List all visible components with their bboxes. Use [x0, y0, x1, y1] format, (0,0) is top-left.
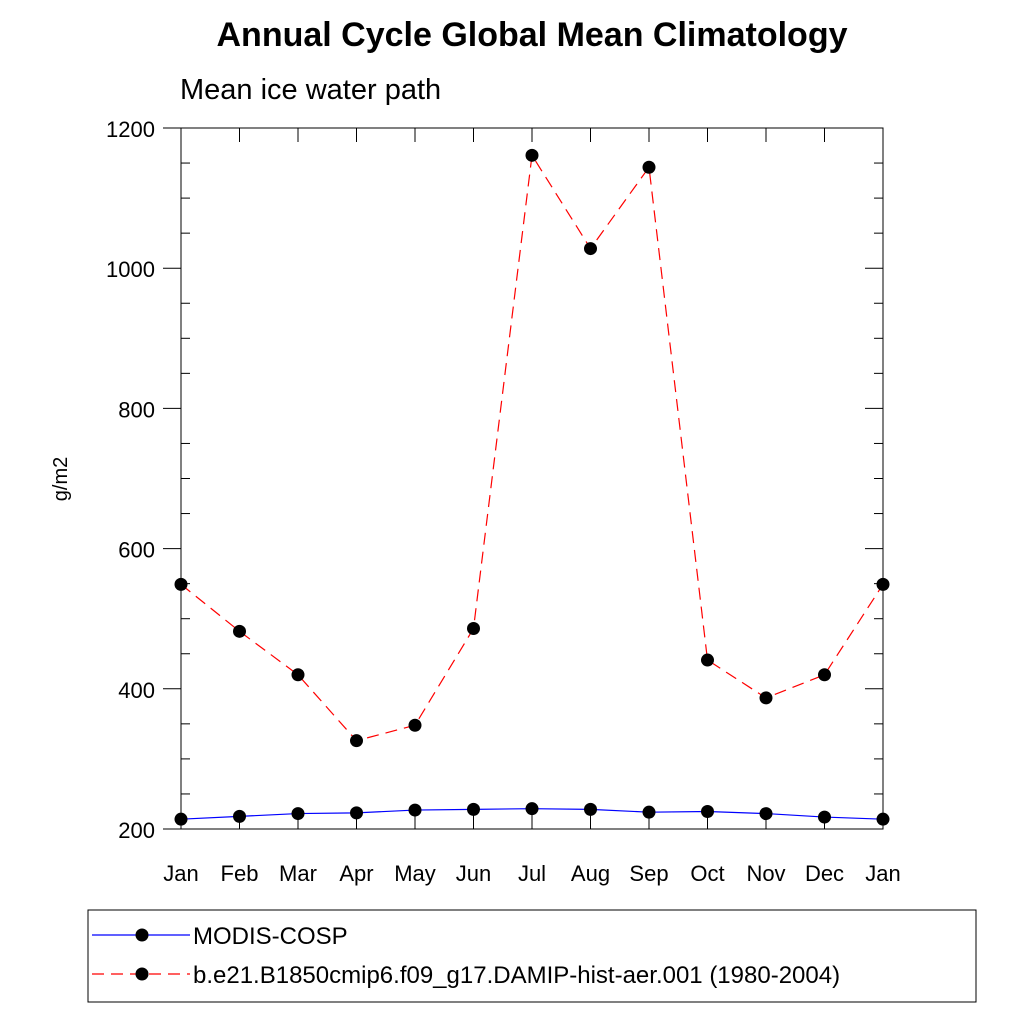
data-point-s1 — [525, 148, 539, 162]
data-point-s0 — [642, 805, 656, 819]
data-point-s1 — [467, 622, 480, 636]
data-point-s0 — [233, 809, 246, 823]
x-tick-label: Aug — [571, 861, 610, 886]
data-point-s1 — [233, 624, 246, 638]
y-tick-label: 200 — [118, 818, 155, 843]
y-tick-label: 1000 — [106, 257, 155, 282]
data-point-s0 — [291, 807, 305, 821]
series-group — [174, 148, 890, 826]
data-point-s1 — [291, 668, 305, 682]
data-point-s0 — [701, 804, 714, 818]
legend-marker-0 — [135, 928, 149, 942]
x-tick-label: Oct — [690, 861, 724, 886]
data-point-s0 — [350, 806, 363, 820]
x-tick-label: Jun — [456, 861, 491, 886]
data-point-s0 — [408, 803, 422, 817]
x-tick-label: May — [394, 861, 436, 886]
x-tick-label: Mar — [279, 861, 317, 886]
legend-box — [87, 909, 977, 1003]
x-tick-label: Sep — [629, 861, 668, 886]
x-tick-label: Jul — [518, 861, 546, 886]
axes: Jan Feb Mar Apr May Jun Jul Aug Sep Oct Nov Dec Jan 2… — [106, 117, 901, 886]
data-point-s1 — [759, 691, 773, 705]
data-point-s1 — [876, 577, 890, 591]
legend-label-0: MODIS-COSP — [193, 923, 348, 950]
y-tick-label: 800 — [118, 397, 155, 422]
x-tick-label: Feb — [221, 861, 259, 886]
data-point-s1 — [818, 668, 831, 682]
series-line-1 — [180, 153, 884, 742]
plot-frame — [180, 127, 884, 830]
y-tick-label: 400 — [118, 678, 155, 703]
data-point-s1 — [408, 718, 422, 732]
y-axis-label: g/m2 — [50, 457, 72, 501]
data-point-s0 — [818, 810, 831, 824]
data-point-s1 — [350, 734, 363, 748]
data-point-s0 — [584, 802, 597, 816]
x-tick-label: Apr — [339, 861, 373, 886]
y-tick-label: 600 — [118, 538, 155, 563]
legend: MODIS-COSP b.e21.B1850cmip6.f09_g17.DAMIP… — [87, 909, 977, 1003]
data-point-s0 — [759, 807, 773, 821]
x-tick-label: Jan — [163, 861, 198, 886]
x-tick-label: Dec — [805, 861, 844, 886]
chart-title: Annual Cycle Global Mean Climatology — [217, 16, 848, 54]
x-tick-label: Nov — [746, 861, 785, 886]
x-tick-label: Jan — [865, 861, 900, 886]
data-point-s1 — [701, 653, 714, 667]
data-point-s1 — [642, 160, 656, 174]
legend-label-1: b.e21.B1850cmip6.f09_g17.DAMIP-hist-aer.… — [193, 962, 840, 989]
data-point-s0 — [525, 802, 539, 816]
data-point-s1 — [584, 242, 597, 256]
y-tick-label: 1200 — [106, 117, 155, 142]
data-point-s1 — [174, 577, 188, 591]
legend-marker-1 — [135, 967, 149, 981]
data-point-s0 — [467, 802, 480, 816]
data-point-s0 — [174, 812, 188, 826]
data-point-s0 — [876, 812, 890, 826]
chart-subtitle: Mean ice water path — [180, 74, 441, 106]
